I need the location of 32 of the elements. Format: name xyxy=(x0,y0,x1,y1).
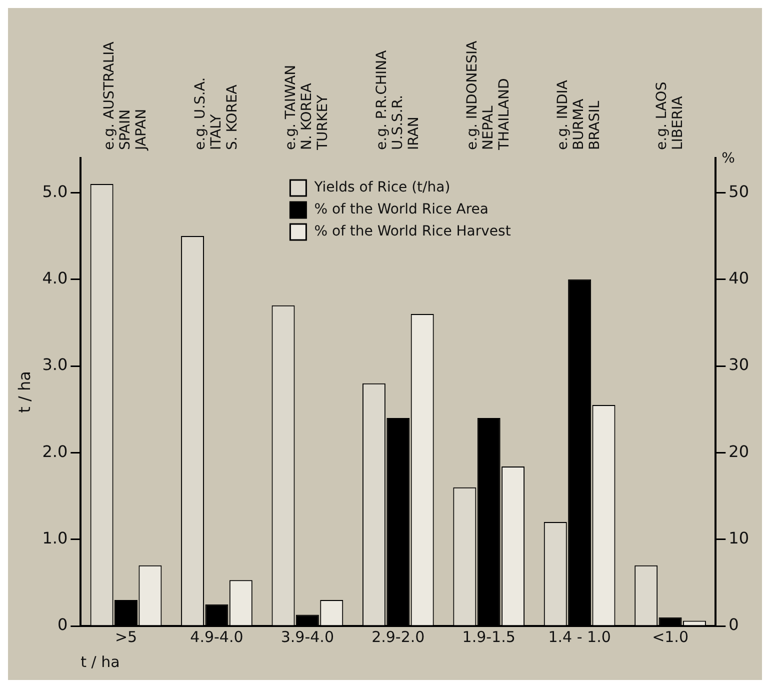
text: e.g. INDONESIA NEPAL THAILAND xyxy=(464,40,512,151)
text: e.g. TAIWAN N. KOREA TURKEY xyxy=(283,64,332,151)
y-tick-label: 4.0 xyxy=(42,268,68,288)
x-tick-label: <1.0 xyxy=(652,628,689,646)
legend-label: % of the World Rice Area xyxy=(314,202,488,218)
y2-tick-label: 30 xyxy=(728,355,749,374)
y-tick-label: 5.0 xyxy=(42,182,68,201)
y-tick-label: 3.0 xyxy=(42,355,68,374)
text: e.g. AUSTRALIA SPAIN JAPAN xyxy=(102,41,150,151)
x-tick-label: 4.9-4.0 xyxy=(190,628,244,646)
y-tick-label: 2.0 xyxy=(42,442,68,461)
y-axis-title: t / ha xyxy=(14,371,34,413)
x-tick-label: 2.9-2.0 xyxy=(372,628,425,646)
y2-axis-title: % xyxy=(722,150,735,167)
text: e.g. LAOS LIBERIA xyxy=(654,82,686,150)
text: e.g. U.S.A. ITALY S. KOREA xyxy=(192,77,240,150)
legend-label: % of the World Rice Harvest xyxy=(314,224,512,240)
x-tick-label: 3.9-4.0 xyxy=(280,628,334,646)
x-tick-label: 1.9-1.5 xyxy=(462,628,516,646)
y2-tick-label: 50 xyxy=(728,182,749,201)
y2-tick-label: 40 xyxy=(728,268,749,288)
y-tick-label: 0 xyxy=(57,615,68,634)
text: e.g. INDIA BURMA BRASIL xyxy=(555,80,604,150)
y2-tick-label: 0 xyxy=(728,615,739,634)
y-tick-label: 1.0 xyxy=(42,528,68,548)
x-axis-title: t / ha xyxy=(80,652,120,671)
legend-label: Yields of Rice (t/ha) xyxy=(313,180,450,196)
text: e.g. P.R.CHINA U.S.S.R. IRAN xyxy=(374,50,422,150)
y2-tick-label: 10 xyxy=(728,528,749,548)
y2-tick-label: 20 xyxy=(728,442,749,461)
x-tick-label: 1.4 - 1.0 xyxy=(548,628,611,646)
x-tick-label: >5 xyxy=(114,628,138,646)
